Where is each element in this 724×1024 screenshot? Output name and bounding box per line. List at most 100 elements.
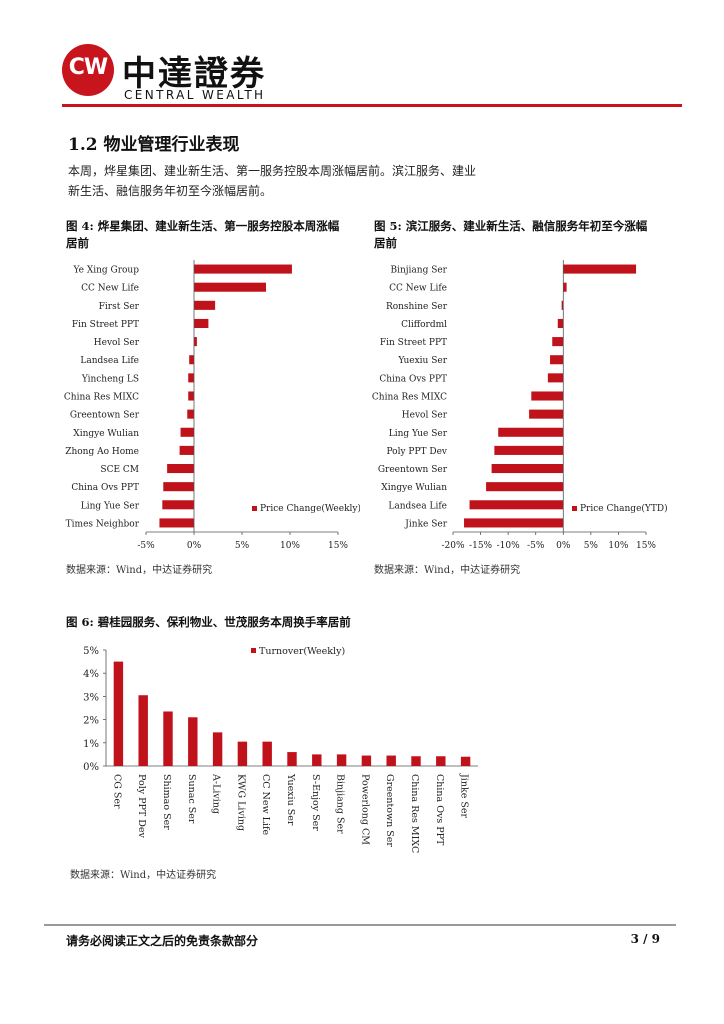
data-bar [411,756,421,766]
x-tick-label: -5% [137,541,155,551]
data-bar [287,752,297,766]
category-label: Jinke Ser [459,773,470,818]
category-label: CG Ser [111,774,122,809]
x-tick-label: -20% [441,541,464,551]
category-label: Hevol Ser [94,338,140,348]
data-bar [194,337,197,347]
fig4-title-line1: 图 4: 烨星集团、建业新生活、第一服务控股本周涨幅 [66,219,340,233]
fig5-chart: Binjiang Ser CC New Life Ronshine Ser Cliff… [372,260,668,551]
data-bar [180,427,194,437]
x-tick-label: 0% [187,541,202,551]
x-tick-label: -5% [527,541,545,551]
category-label: Binjiang Ser [390,266,447,276]
x-tick-label: 0% [556,541,571,551]
paragraph-line-1: 本周，烨星集团、建业新生活、第一服务控股本周涨幅居前。滨江服务、建业 [68,164,477,178]
data-bar [486,482,564,492]
category-label: China Res MIXC [409,774,420,853]
legend-swatch [251,648,256,653]
y-tick-label: 1% [83,739,99,750]
x-tick-label: 5% [584,541,599,551]
category-label: China Res MIXC [372,393,447,403]
category-label: China Res MIXC [64,393,139,403]
category-label: Greentown Ser [384,774,395,847]
fig5-title-line1: 图 5: 滨江服务、建业新生活、融信服务年初至今涨幅 [374,219,648,233]
category-label: Fin Street PPT [380,338,447,348]
category-label: Ronshine Ser [386,302,448,312]
paragraph-line-2: 新生活、融信服务年初至今涨幅居前。 [68,184,273,198]
data-bar [464,518,564,528]
data-bar [561,300,564,310]
company-name-cn: 中達證券 [122,54,266,94]
data-bar [163,711,173,766]
data-bar [386,755,396,766]
company-logo [62,44,114,96]
data-bar [557,318,564,328]
data-bar [262,741,272,766]
data-bar [494,445,564,455]
data-bar [179,445,194,455]
category-label: Fin Street PPT [72,320,139,330]
data-bar [312,754,322,766]
data-bar [563,282,567,292]
category-label: Yuexiu Ser [397,356,447,366]
fig6-source: 数据来源：Wind，中达证券研究 [70,870,217,881]
category-label: CC New Life [260,774,271,836]
category-label: Xingye Wulian [73,429,139,439]
category-label: Ye Xing Group [72,266,139,276]
data-bar [529,409,564,419]
legend-label: Turnover(Weekly) [259,646,345,657]
category-label: Binjiang Ser [335,774,346,834]
category-label: A-Living [211,773,222,814]
footer-disclaimer: 请务必阅读正文之后的免责条款部分 [66,934,259,948]
category-label: Cliffordml [401,320,447,330]
legend-label: Price Change(Weekly) [260,503,360,514]
x-tick-label: -10% [497,541,520,551]
section-title: 1.2 物业管理行业表现 [68,135,240,155]
data-bar [188,391,194,401]
page-number: 3 / 9 [630,932,660,946]
data-bar [194,300,216,310]
y-tick-label: 2% [83,716,99,727]
category-label: Yuexiu Ser [285,773,296,826]
x-tick-label: 10% [280,541,300,551]
category-label: Times Neighbor [66,519,140,529]
fig5-title: 图 5: 滨江服务、建业新生活、融信服务年初至今涨幅 居前 [374,218,647,252]
data-bar [531,391,564,401]
data-bar [163,482,194,492]
category-label: Landsea Life [388,501,447,511]
data-bar [162,500,194,510]
category-label: Hevol Ser [402,411,448,421]
category-label: Sunac Ser [186,774,197,824]
data-bar [336,754,347,766]
category-label: Yincheng LS [81,374,139,384]
legend-label: Price Change(YTD) [580,503,668,514]
data-bar [469,500,564,510]
fig4-title: 图 4: 烨星集团、建业新生活、第一服务控股本周涨幅 居前 [66,218,339,252]
data-bar [498,427,564,437]
category-label: Jinke Ser [404,519,447,529]
footer-divider [44,924,676,926]
data-bar [189,355,194,365]
data-bar [550,355,564,365]
category-label: S-Enjoy Ser [310,774,321,831]
category-label: Poly PPT Dev [386,447,447,457]
data-bar [237,741,248,766]
category-label: China Ovs PPT [434,774,445,846]
data-bar [138,695,148,766]
fig4-chart: Ye Xing Group CC New Life First Ser Fin Str… [64,260,360,551]
fig6-chart: 0% 1% 2% 3% 4% 5% CG Ser Poly PPT Dev Shimao Ser… [83,646,478,853]
category-label: Ling Yue Ser [389,429,448,439]
fig6-title: 图 6: 碧桂园服务、保利物业、世茂服务本周换手率居前 [66,615,351,629]
category-label: Powerlong CM [359,774,370,845]
data-bar [188,717,198,766]
data-bar [188,373,194,383]
fig5-title-line2: 居前 [374,236,397,250]
data-bar [167,464,194,474]
category-label: CC New Life [389,284,447,294]
category-label: First Ser [99,302,140,312]
page-header: CW 中達證券 CENTRAL WEALTH [0,0,724,110]
x-tick-label: 15% [636,541,656,551]
category-label: CC New Life [81,284,139,294]
legend-swatch [252,506,257,511]
data-bar [194,282,266,292]
